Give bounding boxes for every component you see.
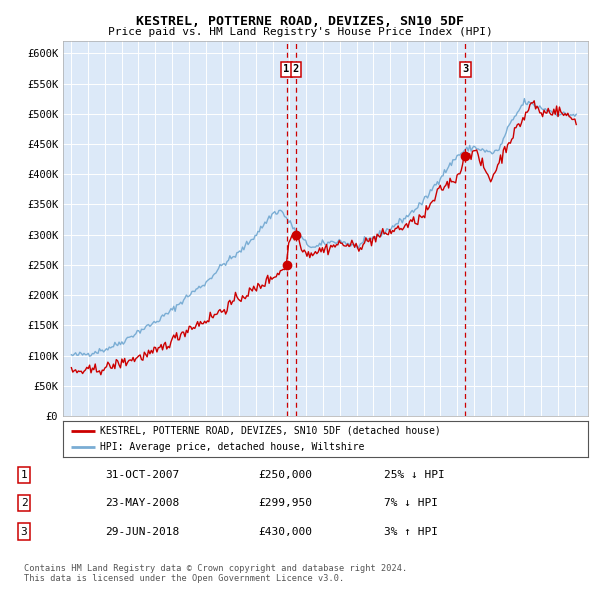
Text: 31-OCT-2007: 31-OCT-2007 [105,470,179,480]
Text: 29-JUN-2018: 29-JUN-2018 [105,527,179,536]
Text: 7% ↓ HPI: 7% ↓ HPI [384,499,438,508]
Text: 23-MAY-2008: 23-MAY-2008 [105,499,179,508]
Text: 25% ↓ HPI: 25% ↓ HPI [384,470,445,480]
Text: £250,000: £250,000 [258,470,312,480]
Text: £430,000: £430,000 [258,527,312,536]
Text: 1: 1 [20,470,28,480]
Text: 1: 1 [283,64,290,74]
Text: 2: 2 [293,64,299,74]
Text: 3: 3 [20,527,28,536]
Text: KESTREL, POTTERNE ROAD, DEVIZES, SN10 5DF: KESTREL, POTTERNE ROAD, DEVIZES, SN10 5D… [136,15,464,28]
Text: Price paid vs. HM Land Registry's House Price Index (HPI): Price paid vs. HM Land Registry's House … [107,27,493,37]
Text: HPI: Average price, detached house, Wiltshire: HPI: Average price, detached house, Wilt… [100,442,364,453]
Text: 3% ↑ HPI: 3% ↑ HPI [384,527,438,536]
Text: £299,950: £299,950 [258,499,312,508]
Text: KESTREL, POTTERNE ROAD, DEVIZES, SN10 5DF (detached house): KESTREL, POTTERNE ROAD, DEVIZES, SN10 5D… [100,425,440,435]
Text: Contains HM Land Registry data © Crown copyright and database right 2024.
This d: Contains HM Land Registry data © Crown c… [24,563,407,583]
Text: 3: 3 [462,64,469,74]
Text: 2: 2 [20,499,28,508]
